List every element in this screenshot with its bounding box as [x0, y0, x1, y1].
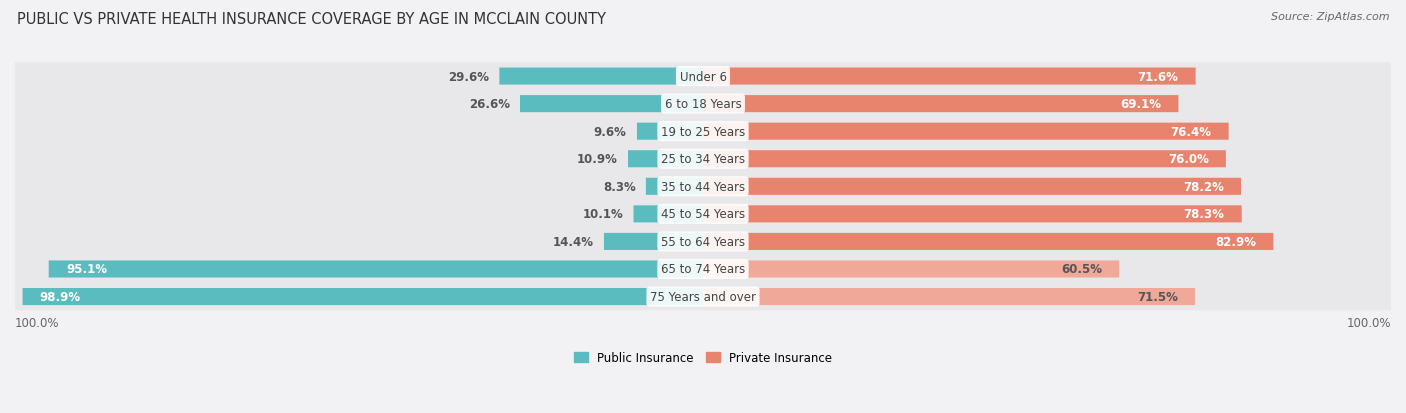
Text: PUBLIC VS PRIVATE HEALTH INSURANCE COVERAGE BY AGE IN MCCLAIN COUNTY: PUBLIC VS PRIVATE HEALTH INSURANCE COVER… [17, 12, 606, 27]
Text: 78.3%: 78.3% [1184, 208, 1225, 221]
Text: 78.2%: 78.2% [1182, 180, 1223, 193]
FancyBboxPatch shape [520, 96, 703, 113]
Legend: Public Insurance, Private Insurance: Public Insurance, Private Insurance [569, 347, 837, 369]
FancyBboxPatch shape [703, 69, 1195, 85]
Text: 29.6%: 29.6% [449, 70, 489, 83]
FancyBboxPatch shape [703, 288, 1195, 305]
Text: 98.9%: 98.9% [39, 290, 82, 303]
Text: 8.3%: 8.3% [603, 180, 636, 193]
Text: 10.1%: 10.1% [582, 208, 623, 221]
Text: 95.1%: 95.1% [66, 263, 107, 276]
Text: 76.4%: 76.4% [1170, 126, 1212, 138]
FancyBboxPatch shape [703, 206, 1241, 223]
Text: Under 6: Under 6 [679, 70, 727, 83]
Text: 65 to 74 Years: 65 to 74 Years [661, 263, 745, 276]
Text: 25 to 34 Years: 25 to 34 Years [661, 153, 745, 166]
Text: 82.9%: 82.9% [1215, 235, 1256, 248]
FancyBboxPatch shape [22, 288, 703, 305]
Text: 45 to 54 Years: 45 to 54 Years [661, 208, 745, 221]
Text: 14.4%: 14.4% [553, 235, 593, 248]
FancyBboxPatch shape [703, 96, 1178, 113]
FancyBboxPatch shape [15, 118, 1391, 146]
FancyBboxPatch shape [15, 201, 1391, 228]
Text: 69.1%: 69.1% [1121, 98, 1161, 111]
FancyBboxPatch shape [15, 173, 1391, 201]
FancyBboxPatch shape [634, 206, 703, 223]
FancyBboxPatch shape [703, 233, 1274, 250]
FancyBboxPatch shape [703, 178, 1241, 195]
FancyBboxPatch shape [703, 151, 1226, 168]
FancyBboxPatch shape [49, 261, 703, 278]
FancyBboxPatch shape [637, 123, 703, 140]
FancyBboxPatch shape [15, 90, 1391, 118]
Text: Source: ZipAtlas.com: Source: ZipAtlas.com [1271, 12, 1389, 22]
Text: 9.6%: 9.6% [593, 126, 627, 138]
Text: 71.6%: 71.6% [1137, 70, 1178, 83]
FancyBboxPatch shape [703, 123, 1229, 140]
Text: 60.5%: 60.5% [1062, 263, 1102, 276]
Text: 76.0%: 76.0% [1168, 153, 1209, 166]
Text: 26.6%: 26.6% [468, 98, 509, 111]
Text: 6 to 18 Years: 6 to 18 Years [665, 98, 741, 111]
FancyBboxPatch shape [15, 228, 1391, 256]
Text: 100.0%: 100.0% [15, 317, 59, 330]
FancyBboxPatch shape [15, 283, 1391, 311]
FancyBboxPatch shape [499, 69, 703, 85]
FancyBboxPatch shape [15, 256, 1391, 283]
Text: 75 Years and over: 75 Years and over [650, 290, 756, 303]
Text: 100.0%: 100.0% [1347, 317, 1391, 330]
Text: 19 to 25 Years: 19 to 25 Years [661, 126, 745, 138]
FancyBboxPatch shape [15, 63, 1391, 90]
FancyBboxPatch shape [15, 146, 1391, 173]
Text: 71.5%: 71.5% [1137, 290, 1178, 303]
Text: 55 to 64 Years: 55 to 64 Years [661, 235, 745, 248]
FancyBboxPatch shape [645, 178, 703, 195]
FancyBboxPatch shape [605, 233, 703, 250]
Text: 35 to 44 Years: 35 to 44 Years [661, 180, 745, 193]
FancyBboxPatch shape [703, 261, 1119, 278]
FancyBboxPatch shape [628, 151, 703, 168]
Text: 10.9%: 10.9% [576, 153, 617, 166]
